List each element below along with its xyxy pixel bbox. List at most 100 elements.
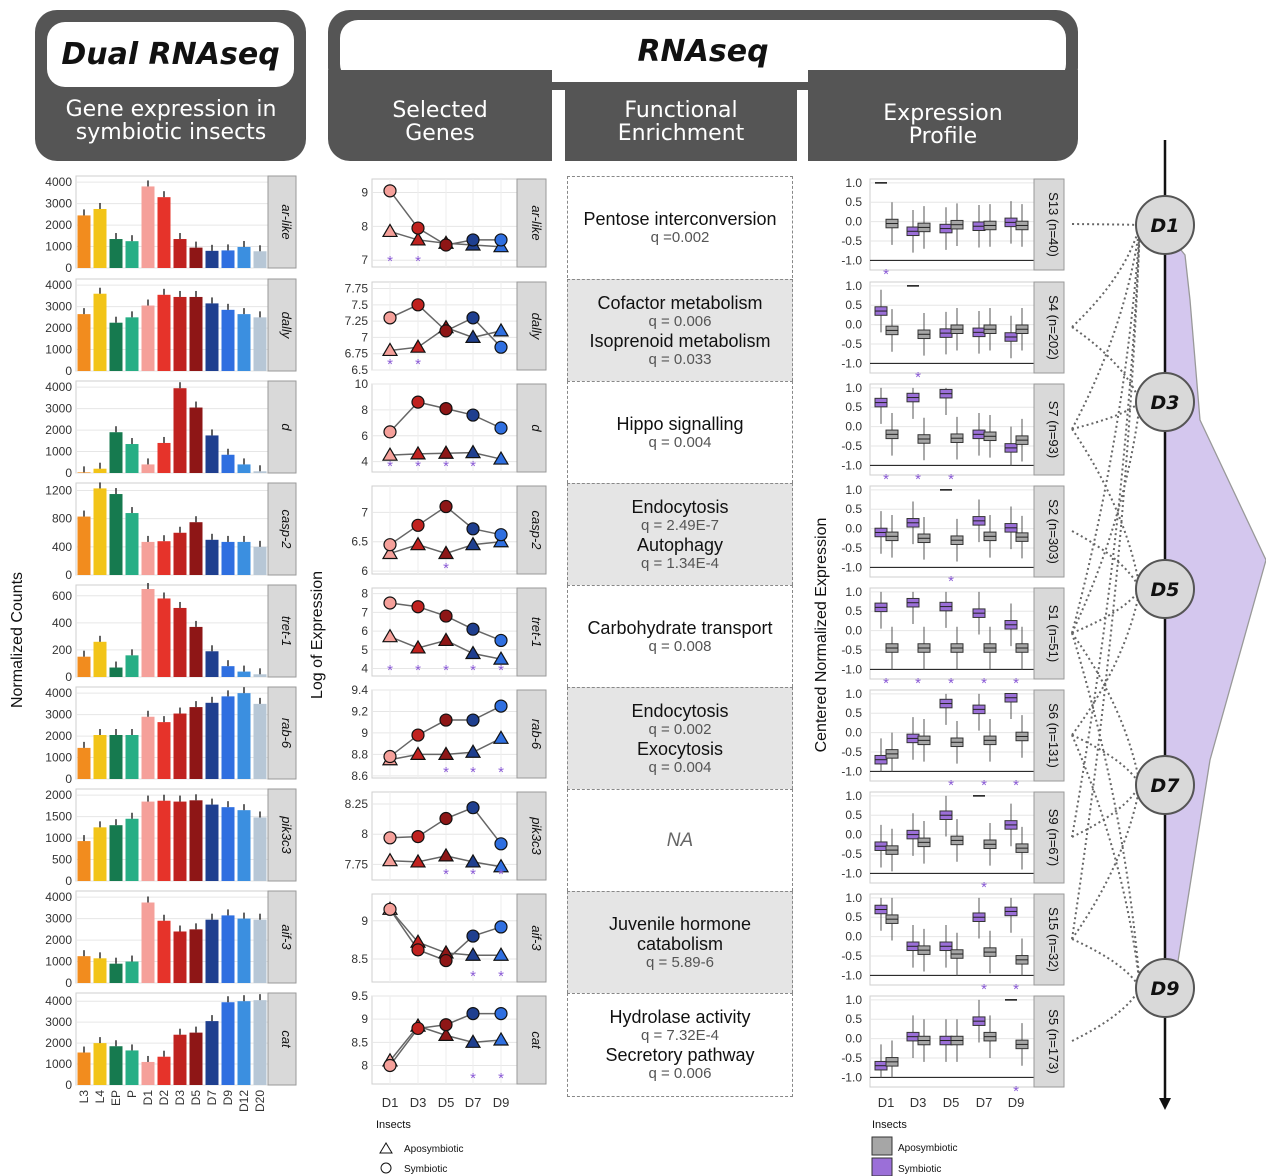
x-tick-label: D3 <box>410 1095 427 1110</box>
y-tick-label: 4000 <box>45 890 72 904</box>
enrichment-na: NA <box>666 829 694 851</box>
left-y-axis-label: Normalized Counts <box>9 572 26 708</box>
y-tick-label: -0.5 <box>841 643 862 657</box>
bar <box>157 442 171 473</box>
bar <box>141 589 155 677</box>
bar <box>173 607 187 677</box>
symbiotic-point <box>466 233 480 247</box>
symbiotic-point <box>494 837 508 851</box>
bar <box>189 626 203 677</box>
enrichment-row: Hydrolase activity q = 7.32E-4 Secretory p… <box>567 993 793 1097</box>
enrichment-term: Endocytosis <box>631 700 729 721</box>
y-tick-label: 0 <box>65 466 72 480</box>
enrichment-qvalue: q = 0.008 <box>648 637 712 655</box>
enrichment-term: Isoprenoid metabolism <box>589 330 771 351</box>
symbiotic-point <box>411 518 425 532</box>
cluster-link <box>1071 224 1141 634</box>
bar <box>141 186 155 268</box>
y-tick-label: 1000 <box>45 445 72 459</box>
aposymbiotic-point <box>464 744 482 758</box>
cluster-link <box>1071 784 1141 940</box>
x-tick-label: D7 <box>465 1095 482 1110</box>
y-tick-label: 1.0 <box>845 687 862 701</box>
y-tick-label: 8 <box>361 219 368 233</box>
gene-strip-label: casp-2 <box>529 510 544 550</box>
symbiotic-point <box>466 801 480 815</box>
significance-star: * <box>387 458 393 475</box>
symbiotic-point <box>494 421 508 435</box>
symbiotic-point <box>383 311 397 325</box>
bar <box>221 250 235 268</box>
aposymbiotic-point <box>437 445 455 459</box>
bar <box>237 246 251 268</box>
symbiotic-point <box>439 499 453 514</box>
y-tick-label: 8 <box>361 403 368 417</box>
enrichment-term: Cofactor metabolism <box>597 292 763 313</box>
gene-strip-label: cat <box>529 1031 544 1050</box>
aposymbiotic-point <box>409 853 427 868</box>
y-tick-label: 0 <box>65 772 72 786</box>
x-tick-label: D5 <box>189 1090 203 1106</box>
enrichment-qvalue: q = 2.49E-7 <box>641 516 719 534</box>
line-panel-bg <box>371 178 518 268</box>
bar <box>109 494 123 575</box>
aposymbiotic-point <box>409 639 427 654</box>
y-tick-label: 7.75 <box>345 282 369 296</box>
bar <box>189 1032 203 1085</box>
symbiotic-point <box>466 311 480 325</box>
bar <box>237 693 251 779</box>
cluster-strip-label: S6 (n=131) <box>1046 703 1061 768</box>
y-tick-label: 3000 <box>45 402 72 416</box>
bar <box>221 696 235 779</box>
y-tick-label: 600 <box>52 589 72 603</box>
aposymbiotic-point <box>464 853 482 868</box>
y-tick-label: 3000 <box>45 1015 72 1029</box>
y-tick-label: -1.0 <box>841 764 862 778</box>
y-tick-label: -0.5 <box>841 541 862 555</box>
y-tick-label: 0.5 <box>845 400 862 414</box>
cluster-strip-label: S7 (n=93) <box>1046 401 1061 458</box>
symbiotic-point <box>439 1018 453 1032</box>
aposymbiotic-point <box>492 1031 510 1046</box>
y-tick-label: -1.0 <box>841 662 862 676</box>
bar <box>157 598 171 677</box>
aposymbiotic-point <box>437 545 455 560</box>
gene-strip <box>267 992 297 1086</box>
aposymbiotic-point <box>437 632 455 647</box>
x-tick-label: D12 <box>237 1090 251 1112</box>
symbiotic-point <box>383 1058 397 1073</box>
enrichment-row: Endocytosis q = 0.002 Exocytosis q = 0.004 <box>567 687 793 789</box>
enrichment-qvalue: q = 0.006 <box>648 312 712 330</box>
gene-strip-label: dally <box>279 312 294 340</box>
y-tick-label: 0 <box>65 364 72 378</box>
aposymbiotic-point <box>464 947 482 961</box>
x-tick-label: D5 <box>943 1095 960 1110</box>
enrichment-qvalue: q = 0.002 <box>648 720 712 738</box>
bar <box>173 296 187 371</box>
bar <box>189 522 203 575</box>
y-tick-label: 1.0 <box>845 789 862 803</box>
symbiotic-point <box>494 699 508 713</box>
bar <box>109 239 123 268</box>
y-tick-label: 0.0 <box>845 726 862 740</box>
y-tick-label: 3000 <box>45 300 72 314</box>
y-tick-label: 6.5 <box>351 363 368 377</box>
bar <box>173 239 187 268</box>
y-tick-label: 9 <box>361 726 368 740</box>
y-tick-label: 7.25 <box>345 314 369 328</box>
y-tick-label: 0.0 <box>845 318 862 332</box>
gene-strip <box>267 482 297 576</box>
significance-star: * <box>981 879 987 896</box>
significance-star: * <box>981 981 987 998</box>
symbiotic-point <box>439 238 453 252</box>
cluster-strip-label: S5 (n=173) <box>1046 1009 1061 1074</box>
bar <box>205 250 219 268</box>
cluster-link <box>1071 987 1141 1042</box>
x-tick-label: D3 <box>173 1090 187 1106</box>
significance-star: * <box>387 662 393 679</box>
symbiotic-point <box>383 596 397 610</box>
expression-profile-header <box>808 70 1078 161</box>
bar <box>253 471 267 473</box>
y-tick-label: 1.0 <box>845 176 862 190</box>
y-tick-label: 0.0 <box>845 930 862 944</box>
